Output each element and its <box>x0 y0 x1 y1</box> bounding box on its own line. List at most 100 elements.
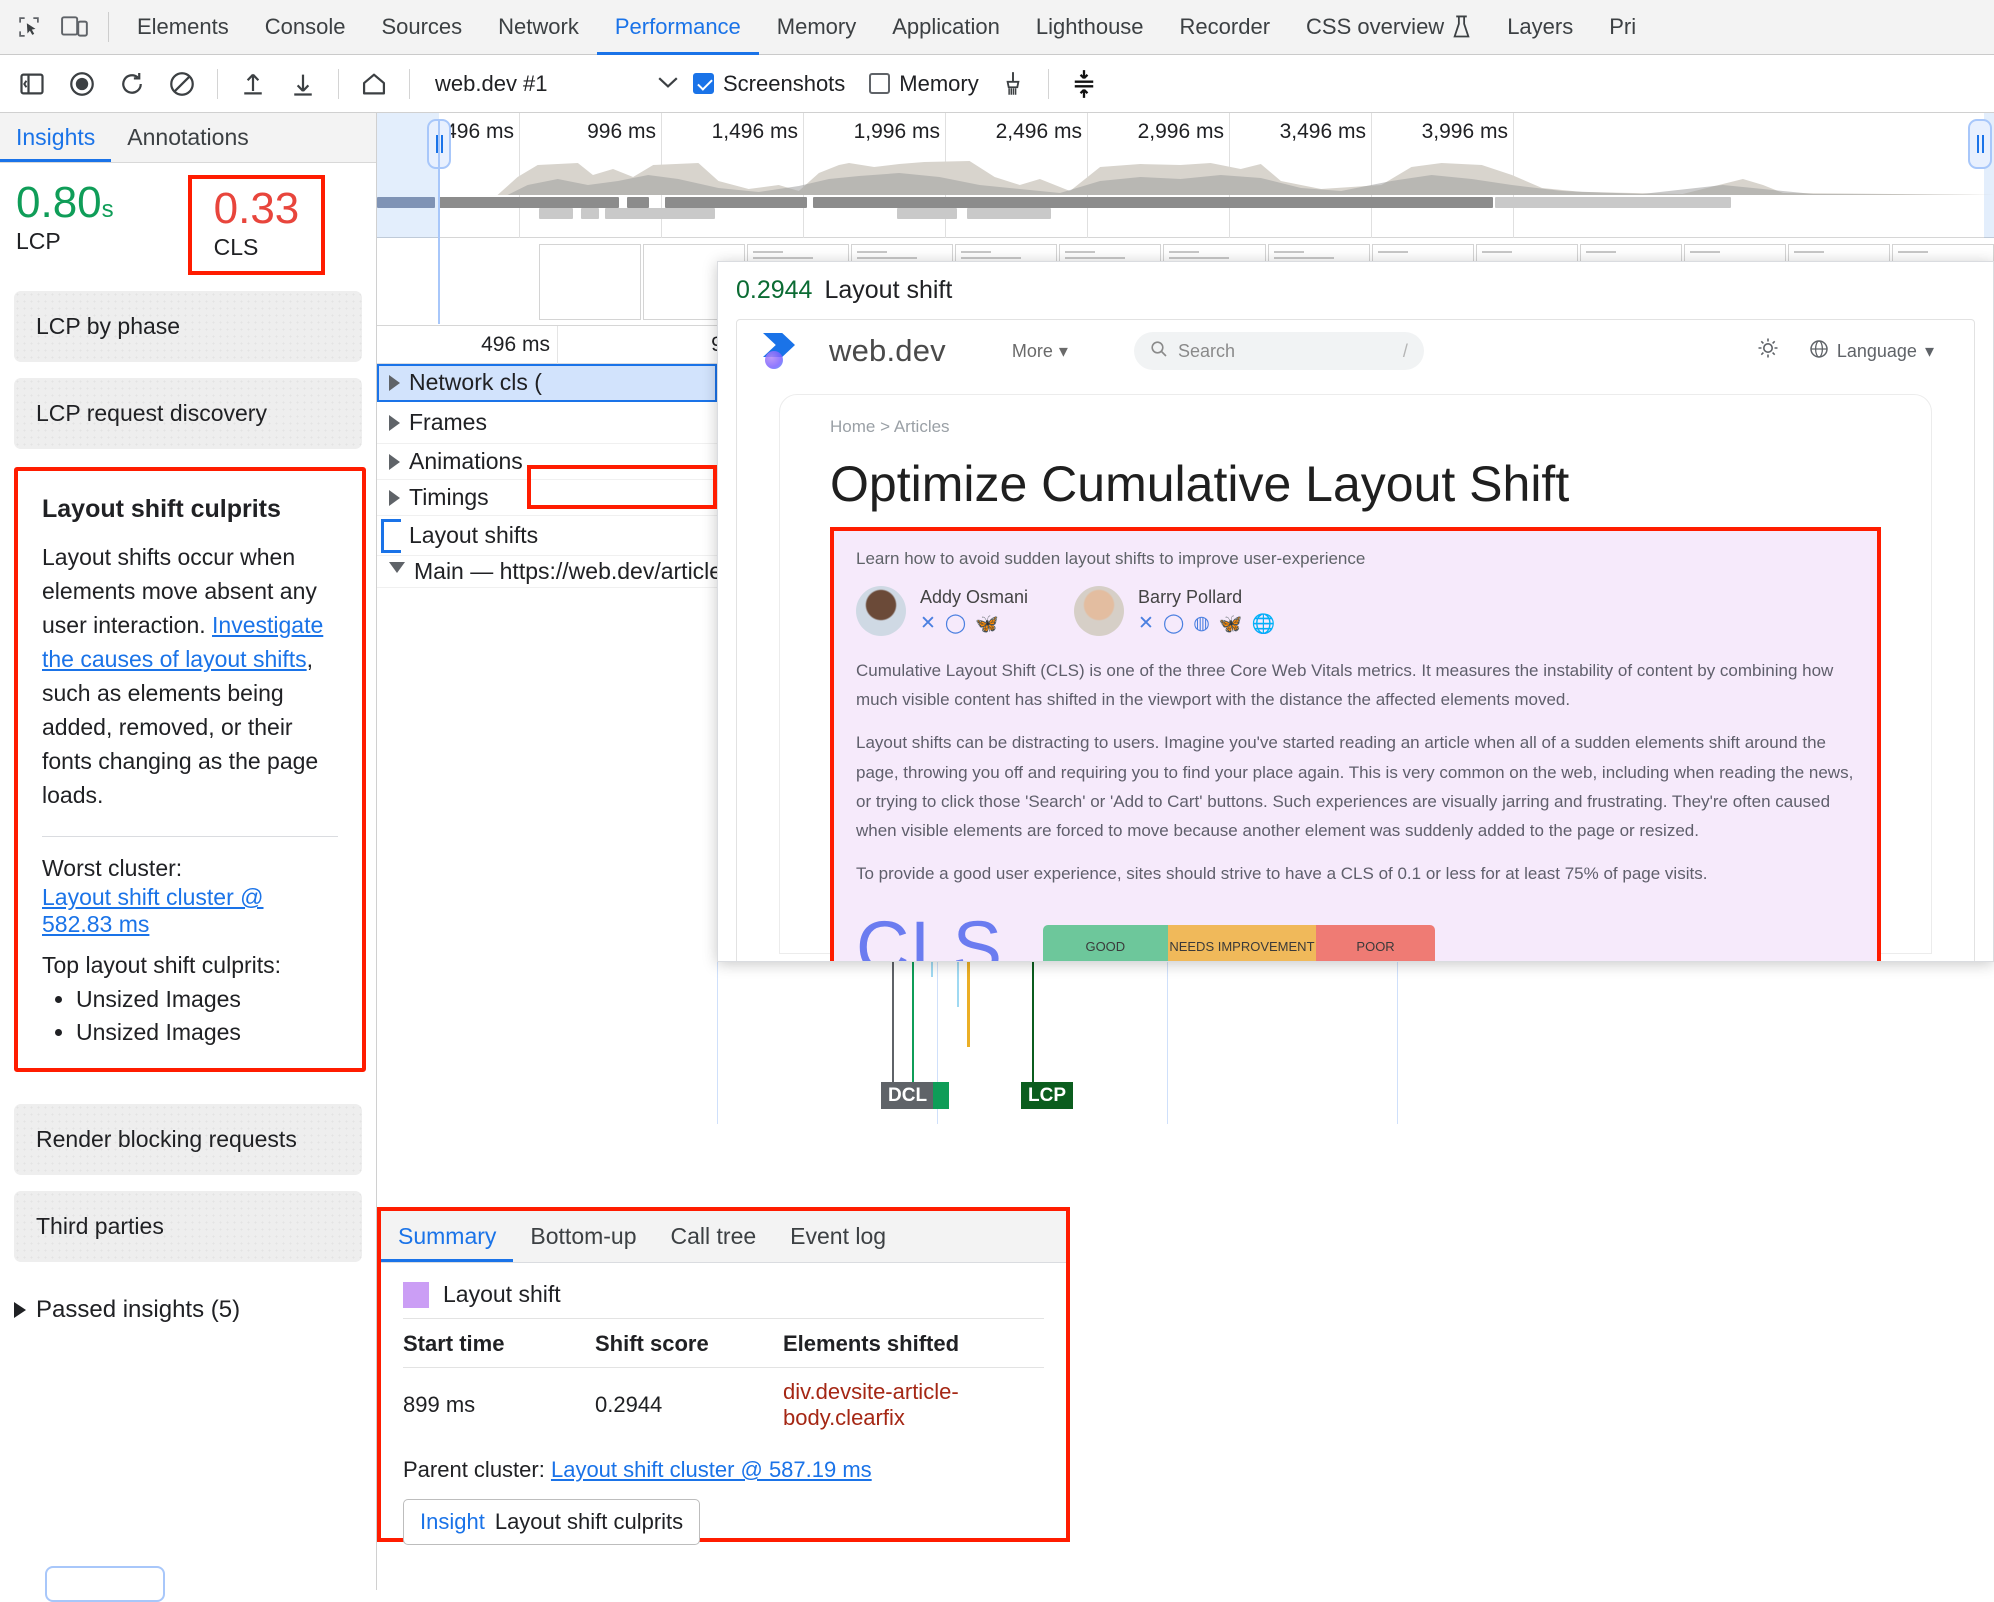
desc-part-1: Layout shifts occur when elements move a… <box>42 543 317 638</box>
upload-profile-icon[interactable] <box>229 60 277 108</box>
reload-and-record-icon[interactable] <box>108 60 156 108</box>
tab-css-overview[interactable]: CSS overview <box>1288 0 1489 55</box>
toolbar-divider <box>217 68 218 99</box>
vertical-collapse-icon[interactable] <box>1060 60 1108 108</box>
metric-lcp[interactable]: 0.80s LCP <box>0 175 130 275</box>
overview-ruler: 496 ms 996 ms 1,496 ms 1,996 ms 2,496 ms… <box>377 113 1994 238</box>
search-placeholder: Search <box>1177 340 1235 361</box>
insight-layout-shift-culprits[interactable]: Layout shift culprits Layout shifts occu… <box>14 466 366 1073</box>
metric-cls[interactable]: 0.33 CLS <box>187 175 326 275</box>
tab-elements[interactable]: Elements <box>119 0 247 55</box>
chevron-right-icon[interactable] <box>389 453 400 470</box>
tab-sources[interactable]: Sources <box>363 0 480 55</box>
screenshots-checkbox[interactable]: Screenshots <box>693 71 845 97</box>
filmstrip-frame[interactable] <box>539 243 642 320</box>
tab-console[interactable]: Console <box>247 0 364 55</box>
tab-application[interactable]: Application <box>874 0 1018 55</box>
details-drawer-box: Summary Bottom-up Call tree Event log La… <box>377 1207 1070 1545</box>
performance-toolbar: web.dev #1 Screenshots Memory <box>0 55 1994 113</box>
sidebar-toggle-icon[interactable] <box>8 60 56 108</box>
track-label-layout-shifts[interactable]: Layout shifts <box>377 516 717 556</box>
tab-label: CSS overview <box>1306 14 1445 39</box>
tab-label: Recorder <box>1179 14 1271 39</box>
tab-summary[interactable]: Summary <box>381 1211 513 1262</box>
parent-cluster-link[interactable]: Layout shift cluster @ 587.19 ms <box>550 1457 872 1482</box>
chevron-right-icon[interactable] <box>389 414 400 431</box>
track-title: Main — https://web.dev/articles/optimi <box>414 558 717 584</box>
passed-insights-toggle[interactable]: Passed insights (5) <box>14 1296 376 1324</box>
article-paragraph: Layout shifts can be distracting to user… <box>856 733 1854 841</box>
timeline-overview[interactable]: 496 ms 996 ms 1,496 ms 1,996 ms 2,496 ms… <box>377 113 1994 324</box>
dcl-green-badge[interactable] <box>933 1082 949 1109</box>
cell-element-shifted[interactable]: div.devsite-article-body.clearfix <box>783 1367 1044 1443</box>
column-shift-score: Shift score <box>595 1318 783 1368</box>
recording-selector[interactable]: web.dev #1 <box>435 71 685 97</box>
overview-window-right-handle[interactable] <box>1968 119 1992 169</box>
track-label-network[interactable]: Network cls ( <box>377 363 717 402</box>
track-label-frames[interactable]: Frames <box>377 402 717 444</box>
timeline-tick-label: 496 ms <box>481 333 550 356</box>
clear-icon[interactable] <box>158 60 206 108</box>
tab-insights[interactable]: Insights <box>0 113 111 162</box>
metric-unit: s <box>101 196 114 223</box>
chevron-down-icon[interactable] <box>389 562 405 581</box>
passed-insights-label: Passed insights (5) <box>36 1296 241 1324</box>
dcl-badge[interactable]: DCL <box>881 1082 935 1109</box>
screenshots-label: Screenshots <box>723 70 846 96</box>
tooltip-score: 0.2944 <box>736 276 813 304</box>
insights-sidebar: Insights Annotations 0.80s LCP 0.33 CLS … <box>0 113 377 1602</box>
tab-bottom-up[interactable]: Bottom-up <box>513 1211 653 1262</box>
insight-label: LCP request discovery <box>36 399 267 426</box>
metrics-row: 0.80s LCP 0.33 CLS <box>0 163 376 283</box>
track-label-animations[interactable]: Animations <box>377 444 717 480</box>
tab-memory[interactable]: Memory <box>759 0 874 55</box>
tab-label: Lighthouse <box>1035 14 1144 39</box>
insight-third-parties[interactable]: Third parties <box>14 1191 362 1263</box>
insight-label: LCP by phase <box>36 312 181 339</box>
insight-lcp-request-discovery[interactable]: LCP request discovery <box>14 377 362 449</box>
track-label-timings[interactable]: Timings <box>377 480 717 516</box>
tab-privacy[interactable]: Pri <box>1591 0 1654 55</box>
tab-network[interactable]: Network <box>480 0 597 55</box>
drawer-tab-bar: Summary Bottom-up Call tree Event log <box>381 1211 1066 1263</box>
globe-icon: 🌐 <box>1251 614 1276 635</box>
tab-call-tree[interactable]: Call tree <box>654 1211 774 1262</box>
tab-event-log[interactable]: Event log <box>773 1211 903 1262</box>
memory-checkbox[interactable]: Memory <box>869 70 979 97</box>
article-title: Optimize Cumulative Layout Shift <box>830 456 1570 512</box>
insight-label: Third parties <box>36 1213 164 1240</box>
garbage-collect-icon[interactable] <box>989 60 1037 108</box>
tab-lighthouse[interactable]: Lighthouse <box>1018 0 1162 55</box>
investigate-layout-shifts-link[interactable]: Investigate the causes of layout shifts <box>42 611 324 672</box>
overview-tick-label: 996 ms <box>587 120 656 143</box>
memory-label: Memory <box>899 70 979 96</box>
tab-layers[interactable]: Layers <box>1489 0 1591 55</box>
device-toolbar-icon[interactable] <box>52 6 98 48</box>
tab-label: Memory <box>776 14 857 39</box>
overview-tick-label: 3,996 ms <box>1421 120 1508 143</box>
chevron-right-icon[interactable] <box>389 374 400 391</box>
home-icon[interactable] <box>350 60 398 108</box>
insight-button[interactable]: Insight Layout shift culprits <box>403 1499 701 1545</box>
nav-more-label: More <box>1011 340 1053 361</box>
record-icon[interactable] <box>58 60 106 108</box>
tab-performance[interactable]: Performance <box>597 0 759 55</box>
language-label: Language <box>1836 340 1917 361</box>
lcp-badge[interactable]: LCP <box>1021 1082 1073 1109</box>
track-label-main[interactable]: Main — https://web.dev/articles/optimi <box>377 556 717 588</box>
sidebar-footer-control[interactable] <box>45 1566 165 1602</box>
insight-description: Layout shifts occur when elements move a… <box>42 540 338 812</box>
article-card: Home > Articles Optimize Cumulative Layo… <box>779 394 1932 961</box>
inspect-element-icon[interactable] <box>6 6 52 48</box>
cls-wordmark: CLS <box>856 905 1003 962</box>
tab-recorder[interactable]: Recorder <box>1162 0 1288 55</box>
worst-cluster-link[interactable]: Layout shift cluster @ 582.83 ms <box>42 884 264 938</box>
insight-render-blocking-requests[interactable]: Render blocking requests <box>14 1104 362 1176</box>
tab-annotations[interactable]: Annotations <box>111 113 264 162</box>
insight-lcp-by-phase[interactable]: LCP by phase <box>14 290 362 362</box>
chevron-right-icon[interactable] <box>389 489 400 506</box>
download-profile-icon[interactable] <box>279 60 327 108</box>
toolbar-divider <box>108 12 109 42</box>
marker-label: DCL <box>888 1084 928 1106</box>
table-row: 899 ms 0.2944 div.devsite-article-body.c… <box>403 1367 1044 1443</box>
